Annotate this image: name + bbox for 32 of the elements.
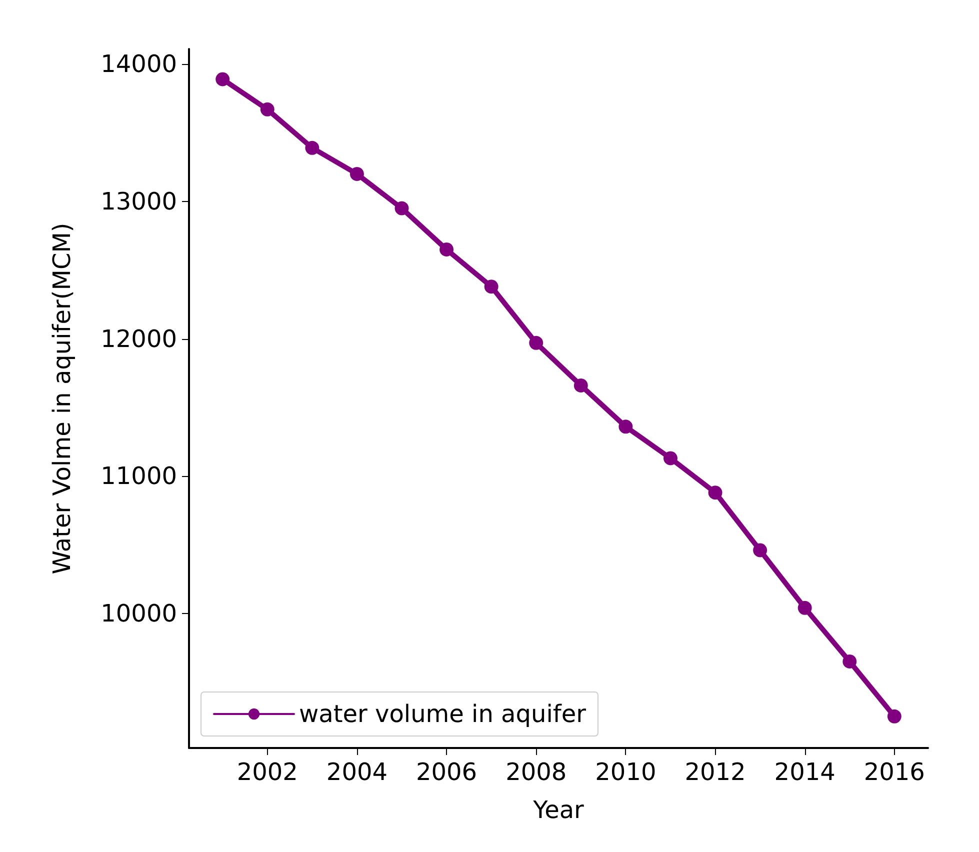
y-tick-label: 12000: [100, 324, 177, 353]
y-axis-title: Water Volme in aquifer(MCM): [48, 222, 76, 574]
point: [574, 378, 588, 392]
point: [260, 102, 274, 116]
point: [842, 654, 857, 668]
x-tick-label: 2010: [595, 758, 656, 786]
x-tick-label: 2002: [236, 758, 298, 786]
x-tick-label: 2006: [416, 758, 478, 786]
point: [529, 336, 544, 350]
legend-label: water volume in aquifer: [299, 700, 586, 728]
point: [484, 280, 498, 294]
point: [440, 242, 454, 256]
point: [798, 600, 812, 615]
y-tick-label: 13000: [100, 187, 177, 216]
x-tick-label: 2004: [326, 758, 388, 786]
x-tick-label: 2014: [774, 758, 836, 786]
point: [305, 140, 320, 155]
y-tick-label: 11000: [100, 462, 177, 490]
point: [753, 543, 768, 558]
x-tick-label: 2016: [864, 758, 925, 786]
point: [663, 451, 678, 466]
y-tick-label: 14000: [100, 50, 177, 78]
y-tick-label: 10000: [100, 599, 177, 628]
x-axis-title: Year: [532, 796, 584, 824]
point: [708, 486, 722, 500]
point: [887, 709, 902, 724]
x-tick-label: 2008: [506, 758, 567, 786]
x-tick-label: 2012: [684, 758, 746, 786]
point: [216, 72, 230, 86]
point: [350, 166, 364, 181]
point: [394, 201, 409, 216]
point: [618, 420, 633, 434]
